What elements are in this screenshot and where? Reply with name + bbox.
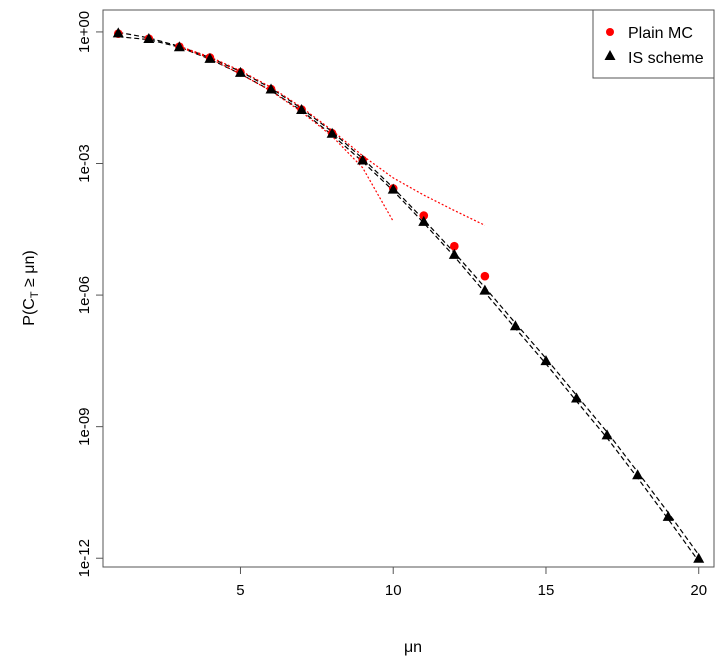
is-scheme-point — [357, 154, 369, 165]
y-axis-title: P(CT ≥ μn) — [21, 250, 41, 325]
reference-curves — [118, 31, 700, 562]
x-tick-label: 20 — [690, 582, 707, 599]
data-markers — [112, 27, 705, 563]
legend-marker-plain-mc — [606, 28, 614, 36]
is-scheme-point — [632, 469, 644, 480]
is-scheme-point — [601, 429, 613, 440]
is-scheme-point — [662, 510, 674, 521]
is-scheme-point — [571, 392, 583, 403]
upper-dashed-curve — [118, 31, 700, 556]
legend-marker-is-scheme — [604, 50, 616, 60]
x-tick-label: 15 — [538, 582, 555, 599]
x-tick-label: 10 — [385, 582, 402, 599]
is-scheme-point — [418, 215, 430, 226]
is-scheme-point — [693, 552, 705, 563]
is-scheme-point — [540, 355, 552, 366]
plain-mc-point — [419, 211, 429, 220]
is-scheme-point — [173, 41, 185, 52]
plot-frame — [102, 9, 715, 568]
x-axis: 5 10 15 20 — [236, 567, 707, 599]
is-scheme-point — [296, 104, 308, 115]
mc-lower-dotted-curve — [179, 46, 394, 222]
y-tick-label: 1e-06 — [76, 276, 93, 314]
legend-label-is-scheme: IS scheme — [628, 50, 704, 67]
legend-label-plain-mc: Plain MC — [628, 25, 693, 42]
plain-mc-point — [480, 271, 490, 281]
legend: Plain MC IS scheme — [592, 9, 715, 79]
y-tick-label: 1e+00 — [76, 11, 93, 53]
y-tick-label: 1e-12 — [76, 539, 93, 577]
plain-mc-point — [450, 241, 459, 251]
is-scheme-point — [112, 27, 124, 38]
legend-box — [592, 9, 715, 79]
is-scheme-point — [448, 248, 460, 259]
x-tick-label: 5 — [236, 582, 244, 599]
is-scheme-point — [234, 66, 246, 77]
is-scheme-point — [143, 32, 155, 43]
is-scheme-point — [204, 52, 216, 63]
is-scheme-point — [387, 183, 399, 194]
is-scheme-point — [326, 127, 338, 138]
lower-dashed-curve — [118, 36, 700, 562]
y-tick-label: 1e-09 — [76, 407, 93, 445]
is-scheme-point — [479, 284, 491, 295]
is-scheme-point — [265, 83, 277, 94]
is-scheme-point — [509, 320, 521, 331]
y-axis: 1e+00 1e-03 1e-06 1e-09 1e-12 — [76, 11, 103, 577]
x-axis-title: μn — [404, 639, 422, 656]
y-tick-label: 1e-03 — [76, 144, 93, 182]
